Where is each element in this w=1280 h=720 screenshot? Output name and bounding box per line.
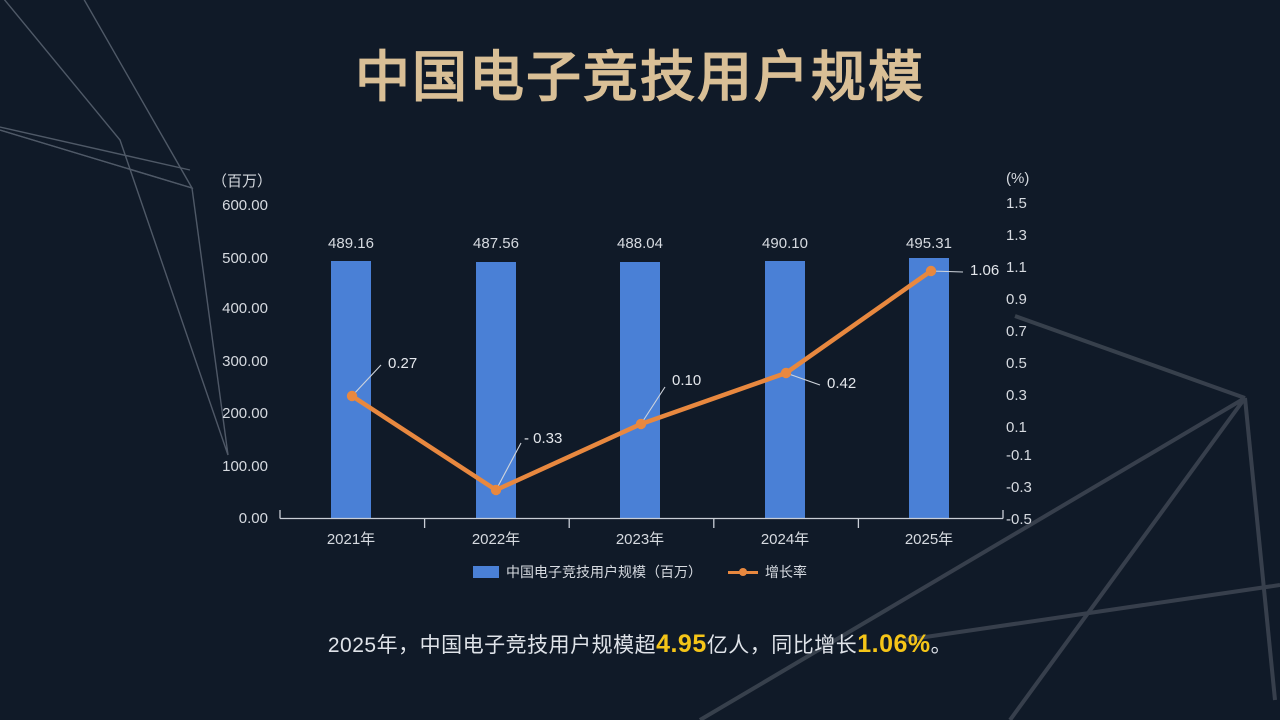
bar-value-label-2021: 489.16	[328, 235, 374, 252]
legend-item-line[interactable]: 增长率	[728, 562, 807, 582]
caption-part-3: 。	[930, 634, 953, 657]
right-axis-tick: -0.3	[1006, 479, 1032, 496]
right-axis-tick: 0.5	[1006, 355, 1027, 372]
bar-2021[interactable]	[331, 261, 371, 518]
left-axis-tick: 500.00	[222, 250, 268, 267]
right-axis-tick: 0.9	[1006, 291, 1027, 308]
left-axis-tick: 300.00	[222, 353, 268, 370]
page-title: 中国电子竞技用户规模	[354, 46, 925, 108]
left-axis-tick: 600.00	[222, 197, 268, 214]
line-value-label-2022: - 0.33	[524, 430, 563, 447]
bar-2024[interactable]	[765, 261, 805, 518]
right-axis-tick: 1.5	[1006, 195, 1027, 212]
right-axis-tick: 0.3	[1006, 387, 1027, 404]
left-axis-tick: 100.00	[222, 458, 268, 475]
x-axis-tick-2021: 2021年	[326, 531, 376, 548]
right-axis-tick: -0.5	[1006, 511, 1032, 528]
bar-2023[interactable]	[620, 262, 660, 518]
right-axis-tick: 1.3	[1006, 227, 1027, 244]
x-axis-tick-2024: 2024年	[760, 531, 810, 548]
left-axis-unit-label: （百万）	[212, 173, 273, 190]
line-value-label-2025: 1.06	[970, 262, 1000, 279]
bar-value-label-2022: 487.56	[473, 235, 519, 252]
line-value-label-2023: 0.10	[672, 372, 702, 389]
caption: 2025年，中国电子竞技用户规模超4.95亿人，同比增长1.06%。	[0, 629, 1280, 659]
bar-value-label-2024: 490.10	[762, 235, 808, 252]
legend-line-swatch-icon	[728, 566, 758, 578]
caption-highlight-users: 4.95	[656, 630, 707, 658]
right-axis-tick: 1.1	[1006, 259, 1027, 276]
line-value-label-2021: 0.27	[388, 355, 418, 372]
left-axis-tick: 200.00	[222, 405, 268, 422]
line-value-label-2024: 0.42	[827, 375, 857, 392]
x-axis-tick-2022: 2022年	[471, 531, 521, 548]
right-axis-tick: 0.7	[1006, 323, 1027, 340]
caption-part-2: 亿人，同比增长	[706, 634, 858, 657]
bar-2025[interactable]	[909, 258, 949, 518]
legend-item-bar[interactable]: 中国电子竞技用户规模（百万）	[473, 562, 702, 582]
left-axis-tick: 0.00	[238, 510, 268, 527]
chart-legend: 中国电子竞技用户规模（百万） 增长率	[0, 562, 1280, 582]
legend-item-label: 中国电子竞技用户规模（百万）	[506, 564, 702, 580]
legend-bar-swatch-icon	[473, 566, 499, 578]
x-axis-tick-2023: 2023年	[615, 531, 665, 548]
caption-highlight-growth: 1.06%	[857, 630, 931, 658]
bar-2022[interactable]	[476, 262, 516, 518]
bar-value-label-2025: 495.31	[906, 235, 952, 252]
right-axis-tick: 0.1	[1006, 419, 1027, 436]
legend-item-label: 增长率	[765, 564, 807, 580]
left-axis-tick: 400.00	[222, 300, 268, 317]
x-axis-tick-2025: 2025年	[904, 531, 954, 548]
right-axis-unit-label: (%)	[1006, 170, 1030, 187]
bar-value-label-2023: 488.04	[617, 235, 663, 252]
caption-part-1: 2025年，中国电子竞技用户规模超	[327, 634, 657, 657]
right-axis-tick: -0.1	[1006, 447, 1032, 464]
